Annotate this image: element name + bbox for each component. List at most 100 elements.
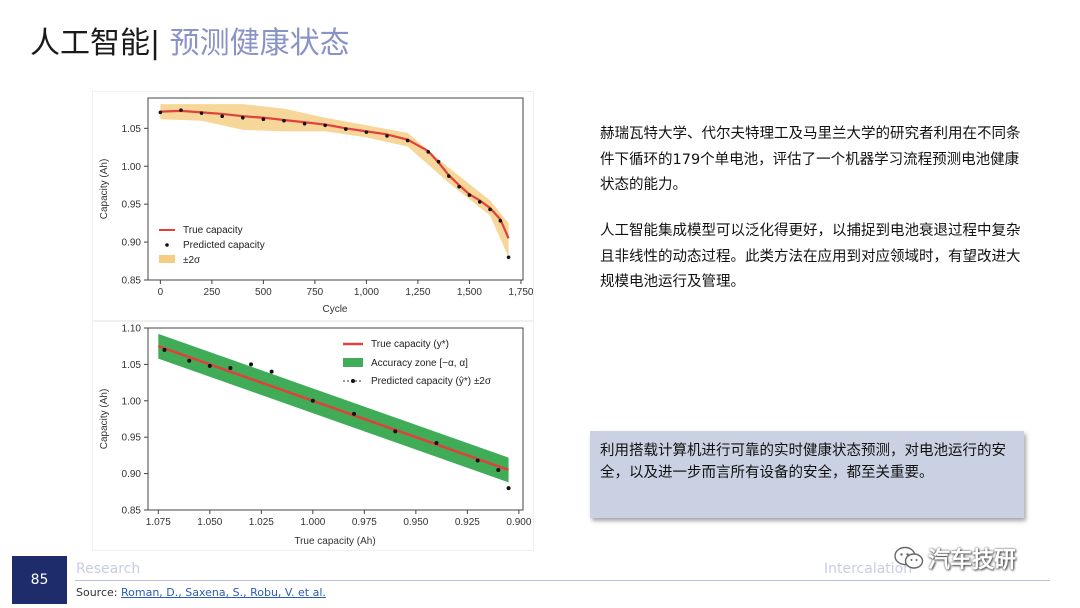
true-diagonal-path [157,345,509,472]
page-number-badge: 85 [12,556,67,604]
c1-x-tick-label-5: 1,250 [405,287,430,298]
plot-frame-2 [147,327,524,511]
predicted-point2-11 [496,467,501,472]
c2-x-tick-label-0: 1.075 [146,517,171,528]
c2-x-tick-label-5: 0.950 [403,517,428,528]
legend2-pred: Predicted capacity (ŷ*) ±2σ [371,376,492,387]
legend-2: True capacity (y*) Accuracy zone [−α, α]… [343,339,492,387]
predicted-capacity-points [158,108,511,260]
true-capacity-diagonal [157,345,509,472]
predicted-point2-10 [475,458,480,463]
c2-y-tick-label-3: 1.00 [122,396,142,407]
c2-x-tick-label-6: 0.925 [455,517,480,528]
c1-y-tick-label-1: 0.90 [122,238,142,249]
predicted-point-6 [282,118,286,123]
predicted-point2-6 [310,398,315,403]
source-line: Source: Roman, D., Saxena, S., Robu, V. … [76,586,326,599]
predicted-point-12 [405,138,410,143]
predicted-point2-5 [269,369,274,374]
predicted-point-1 [179,108,183,112]
y-axis-label-2: Capacity (Ah) [99,389,110,450]
predicted-point-16 [457,184,461,189]
c1-y-tick-label-3: 1.00 [122,162,142,173]
predicted-point-9 [344,127,348,131]
c2-y-tick-label-2: 0.95 [122,433,142,444]
source-prefix: Source: [76,586,121,599]
predicted-point-17 [467,193,472,197]
c1-x-tick-label-7: 1,750 [508,287,533,298]
c1-y-tick-label-4: 1.05 [122,124,142,135]
capacity-vs-true-svg: 1.075 1.050 1.025 1.000 0.975 0.950 0.925 0.900… [99,324,532,548]
legend-band: ±2σ [183,255,201,266]
legend-pred: Predicted capacity [183,240,265,251]
predicted-point-10 [364,130,369,134]
watermark: 汽车技研 [894,542,1016,574]
predicted-point2-12 [506,486,511,491]
legend: True capacity Predicted capacity ±2σ [159,225,265,266]
predicted-points [162,347,511,491]
predicted-point-13 [426,150,431,154]
legend2-swatch-pred [351,379,355,383]
plot-frame [147,97,524,281]
c1-x-tick-label-2: 500 [255,287,272,298]
footer-divider [75,580,1050,581]
title-sub: 预测健康状态 [169,26,350,61]
predicted-point2-7 [352,411,357,416]
x-axis-label-2: True capacity (Ah) [294,536,375,547]
legend2-zone: Accuracy zone [−α, α] [371,358,468,369]
true-capacity-line [160,109,510,239]
c1-y-tick-label-2: 0.95 [122,200,142,211]
source-link[interactable]: Roman, D., Saxena, S., Robu, V. et al. [120,586,326,599]
sigma-band [160,104,509,258]
paragraph-ensemble: 人工智能集成模型可以泛化得更好，以捕捉到电池衰退过程中复杂且非线性的动态过程。此… [600,223,1021,290]
c2-x-tick-label-7: 0.900 [506,517,531,528]
c1-x-tick-label-1: 250 [204,287,221,298]
predicted-point-19 [488,207,492,212]
c2-y-tick-label-4: 1.05 [122,360,142,371]
wechat-icon [894,546,924,569]
predicted-point-2 [199,111,204,115]
c2-x-tick-label-1: 1.050 [197,517,222,528]
predicted-point-7 [302,121,307,126]
capacity-vs-cycle-svg: 0 250 500 750 1,000 1,250 1,500 1,750 0.850.900… [99,97,534,315]
capacity-vs-true-chart: 1.075 1.050 1.025 1.000 0.975 0.950 0.925 0.900… [93,322,533,550]
c1-y-tick-label-0: 0.85 [122,276,142,287]
predicted-point2-8 [393,429,398,434]
legend-true: True capacity [183,225,243,236]
c2-y-tick-label-5: 1.10 [122,324,142,335]
sigma-band-area [160,104,509,258]
y-ticks-2: 0.85 0.90 0.95 1.00 1.05 1.10 [122,324,148,517]
footer-section-label: Research [76,561,141,577]
c2-x-tick-label-2: 1.025 [249,517,274,528]
c2-x-tick-label-4: 0.975 [352,517,377,528]
predicted-point2-3 [228,366,233,371]
predicted-point2-2 [207,363,212,368]
predicted-point2-4 [249,362,254,367]
legend-swatch-pred [165,243,169,247]
paragraph-research: 赫瑞瓦特大学、代尔夫特理工及马里兰大学的研究者利用在不同条件下循环的179个单电… [600,126,1021,193]
legend2-true: True capacity (y*) [371,339,449,350]
x-ticks: 0 250 500 750 1,000 1,250 1,500 1,750 [158,280,534,298]
c1-x-tick-label-4: 1,000 [354,287,379,298]
predicted-point-3 [220,114,224,118]
watermark-text: 汽车技研 [928,548,1017,573]
predicted-point-18 [477,200,482,204]
callout-text: 利用搭载计算机进行可靠的实时健康状态预测，对电池运行的安全，以及进一步而言所有设… [600,443,1006,481]
c2-y-tick-label-0: 0.85 [122,506,142,517]
capacity-vs-cycle-chart: 0 250 500 750 1,000 1,250 1,500 1,750 0.85 0.90 0… [93,92,534,320]
y-ticks: 0.85 0.90 0.95 1.00 1.05 [122,124,148,287]
legend-swatch-band [159,255,175,263]
predicted-point2-0 [162,347,167,352]
y-axis-label: Capacity (Ah) [99,159,110,220]
c1-x-tick-label-0: 0 [158,287,164,298]
predicted-point-14 [436,159,441,164]
footer-topic-label: Intercalation [824,561,913,577]
x-axis-label: Cycle [322,304,347,315]
predicted-point-21 [506,255,511,260]
predicted-point-15 [447,174,451,178]
c1-x-tick-label-3: 750 [307,287,324,298]
true-capacity-path [160,109,510,239]
predicted-point-20 [498,219,503,223]
predicted-point2-1 [187,358,192,363]
slide-title: 人工智能| 预测健康状态 [30,18,350,62]
